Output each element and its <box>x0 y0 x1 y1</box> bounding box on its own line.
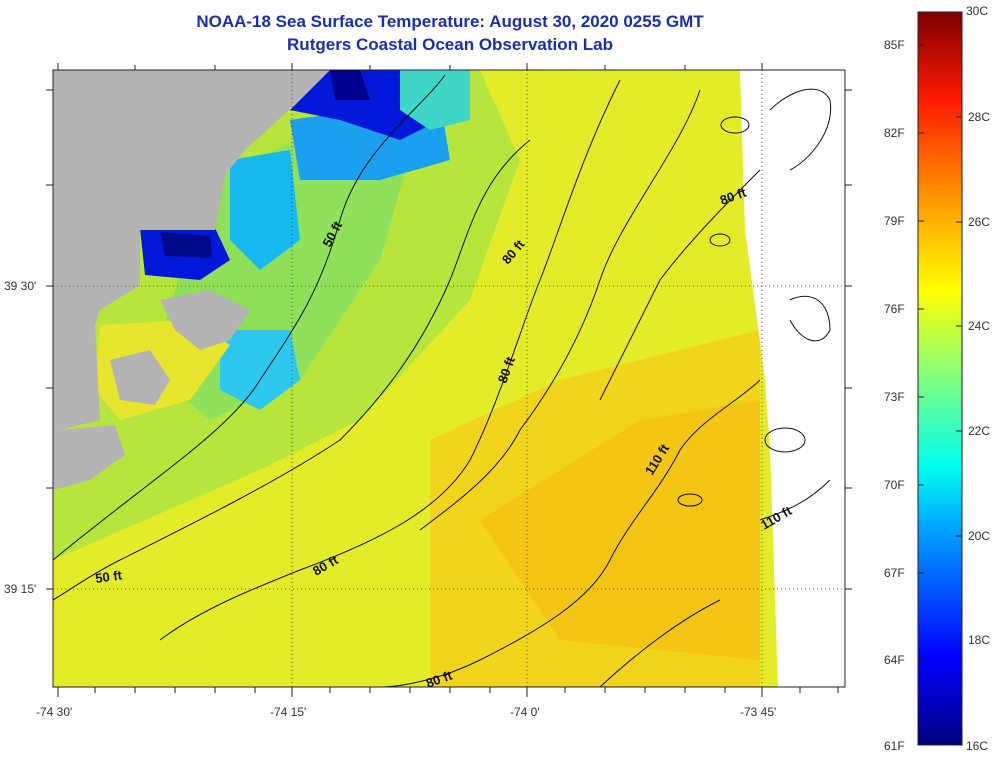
lat-label: 39 30' <box>4 279 37 293</box>
map-frame <box>52 69 846 688</box>
land-barrier <box>53 425 125 490</box>
map-title: NOAA-18 Sea Surface Temperature: August … <box>196 12 704 31</box>
colorbar-fahrenheit-label: 67F <box>884 566 905 580</box>
colorbar-fahrenheit-min: 61F <box>884 739 905 753</box>
temperature-colorbar <box>917 11 963 746</box>
contour-shoal <box>764 427 806 453</box>
axis-ticks <box>46 63 852 697</box>
contour-50ft <box>53 74 446 561</box>
contour-80ft-b <box>419 89 701 531</box>
contour-80ft <box>159 79 621 641</box>
lon-label: -73 45' <box>740 705 777 719</box>
contour-80ft-c <box>599 169 761 401</box>
colorbar-celsius-label: 20C <box>968 529 991 543</box>
map-subtitle: Rutgers Coastal Ocean Observation Lab <box>287 35 613 54</box>
contour-shoal <box>677 493 703 507</box>
land-barrier <box>160 290 250 350</box>
colorbar-celsius-max: 30C <box>966 4 989 18</box>
colorbar-fahrenheit-label: 79F <box>884 214 905 228</box>
colorbar-celsius-min: 16C <box>966 739 989 753</box>
contour-50ft-outer <box>53 139 531 601</box>
colorbar-celsius-label: 22C <box>968 424 991 438</box>
coldest-patch <box>330 70 370 100</box>
contour-110ft-b <box>759 479 831 521</box>
colorbar-celsius-label: 26C <box>968 215 991 229</box>
land-new-jersey <box>53 70 330 430</box>
contour-offshore <box>789 295 831 342</box>
lon-label: -74 15' <box>270 705 307 719</box>
contour-deep <box>599 599 721 687</box>
no-data-region <box>740 70 845 687</box>
contour-label: 50 ft <box>94 567 123 586</box>
cold-patch <box>230 150 300 270</box>
colorbar-fahrenheit-label: 70F <box>884 478 905 492</box>
land-barrier <box>110 350 170 405</box>
colorbar-celsius-label: 18C <box>968 633 991 647</box>
contour-shoal <box>720 116 750 134</box>
colorbar-celsius-label: 24C <box>968 319 991 333</box>
cool-patch <box>400 70 470 130</box>
lon-label: -74 0' <box>510 705 540 719</box>
colorbar-celsius-label: 28C <box>968 110 991 124</box>
colorbar-fahrenheit-label: 82F <box>884 126 905 140</box>
lat-lon-grid <box>53 70 845 687</box>
lat-label: 39 15' <box>4 582 37 596</box>
colorbar-fahrenheit-label: 76F <box>884 302 905 316</box>
contour-offshore <box>769 88 832 171</box>
bathymetry-contours <box>53 74 832 687</box>
lon-label: -74 30' <box>36 705 73 719</box>
contour-110ft <box>379 379 761 687</box>
colorbar-fahrenheit-label: 73F <box>884 390 905 404</box>
contour-shoal <box>709 233 731 247</box>
colorbar-fahrenheit-label: 64F <box>884 653 905 667</box>
coldest-patch <box>160 232 212 258</box>
colorbar-ticks <box>918 44 962 661</box>
warmest-water-region <box>480 400 760 660</box>
colorbar-fahrenheit-label: 85F <box>884 38 905 52</box>
